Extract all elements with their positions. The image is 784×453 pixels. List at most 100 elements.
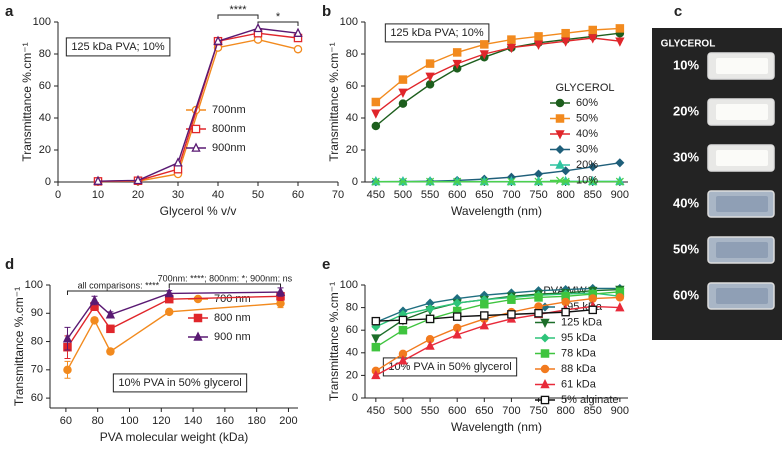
marker [398,177,408,186]
x-tick-label: 900 [611,189,629,201]
x-tick-label: 800 [556,189,574,201]
y-tick-label: 0 [352,392,358,404]
legend-label: 40% [576,128,598,140]
marker [588,25,598,35]
series-line [375,305,620,377]
y-tick-label: 0 [45,176,51,188]
series-line [375,291,620,348]
marker [398,88,408,98]
marker [480,177,489,186]
x-tick-label: 600 [448,405,466,417]
annotation-box [112,373,248,393]
y-tick-label: 90 [31,307,43,319]
x-tick-label: 120 [152,415,170,427]
marker [371,316,381,326]
marker [106,347,115,356]
vial-inner [716,150,768,166]
marker [191,142,201,152]
marker [507,35,516,44]
marker [425,304,435,314]
legend-label: 50% [576,112,598,124]
x-tick-label: 60 [292,189,304,201]
significance-label: all comparisons: **** [78,280,160,290]
x-tick-label: 30 [172,189,184,201]
photo-title: GLYCEROL [661,39,716,50]
marker [480,40,489,49]
marker [164,287,174,298]
significance-label: * [276,11,281,23]
marker [560,37,571,47]
panel-letter: d [5,256,14,273]
x-tick-label: 10 [92,189,104,201]
x-tick-label: 750 [529,405,547,417]
marker [615,37,625,47]
y-tick-label: 40 [346,112,358,124]
marker [425,314,435,324]
marker [173,157,183,167]
marker [371,334,381,344]
marker [275,286,286,296]
significance-label: **** [229,4,247,16]
marker [426,177,435,186]
marker [452,48,462,57]
x-tick-label: 700 [502,405,520,417]
y-axis-label: Transmittance %.cm⁻¹ [20,42,34,161]
y-tick-label: 60 [39,80,51,92]
x-tick-label: 40 [212,189,224,201]
marker [398,75,408,84]
legend-label: 88 kDa [561,363,597,375]
x-tick-label: 450 [367,405,385,417]
marker [398,325,408,335]
marker [133,174,143,185]
legend-label: 5% alginate [561,394,619,406]
marker [588,305,598,315]
marker [534,308,543,318]
x-tick-label: 850 [584,405,602,417]
y-tick-label: 80 [39,48,51,60]
marker [293,27,303,37]
x-tick-label: 800 [556,405,574,417]
y-tick-label: 80 [346,302,358,314]
marker [555,144,565,155]
panel-letter: e [322,256,330,273]
y-tick-label: 60 [346,80,358,92]
marker [93,175,103,185]
x-tick-label: 750 [529,189,547,201]
y-tick-label: 70 [31,364,43,376]
marker [452,312,462,321]
y-tick-label: 100 [340,16,358,28]
x-tick-label: 0 [55,189,61,201]
legend-label: 78 kDa [561,347,597,359]
legend-label: 800nm [212,123,246,135]
y-tick-label: 20 [39,144,51,156]
significance-bracket [66,290,170,295]
marker [540,378,550,389]
annotation-box [65,37,171,57]
marker [191,124,201,134]
marker [555,130,565,140]
legend-label: 700nm [212,104,246,116]
x-tick-label: 50 [252,189,264,201]
y-tick-label: 100 [25,279,43,291]
x-tick-label: 140 [184,415,202,427]
marker [213,35,223,45]
photo-label: 30% [673,149,699,164]
panel-letter: c [674,3,682,20]
marker [540,349,550,358]
annotation: 10% PVA in 50% glycerol [388,361,511,373]
marker [588,34,598,44]
legend-label: 61 kDa [561,378,597,390]
marker [173,164,183,174]
legend-title: GLYCEROL [555,82,614,94]
significance-bracket [168,283,282,288]
series-line [375,37,620,114]
marker [479,50,489,60]
marker [452,298,462,308]
marker [615,293,625,302]
marker [452,329,462,339]
series-line [375,32,620,127]
marker [105,309,116,319]
series-line [375,292,620,328]
marker [507,295,516,304]
